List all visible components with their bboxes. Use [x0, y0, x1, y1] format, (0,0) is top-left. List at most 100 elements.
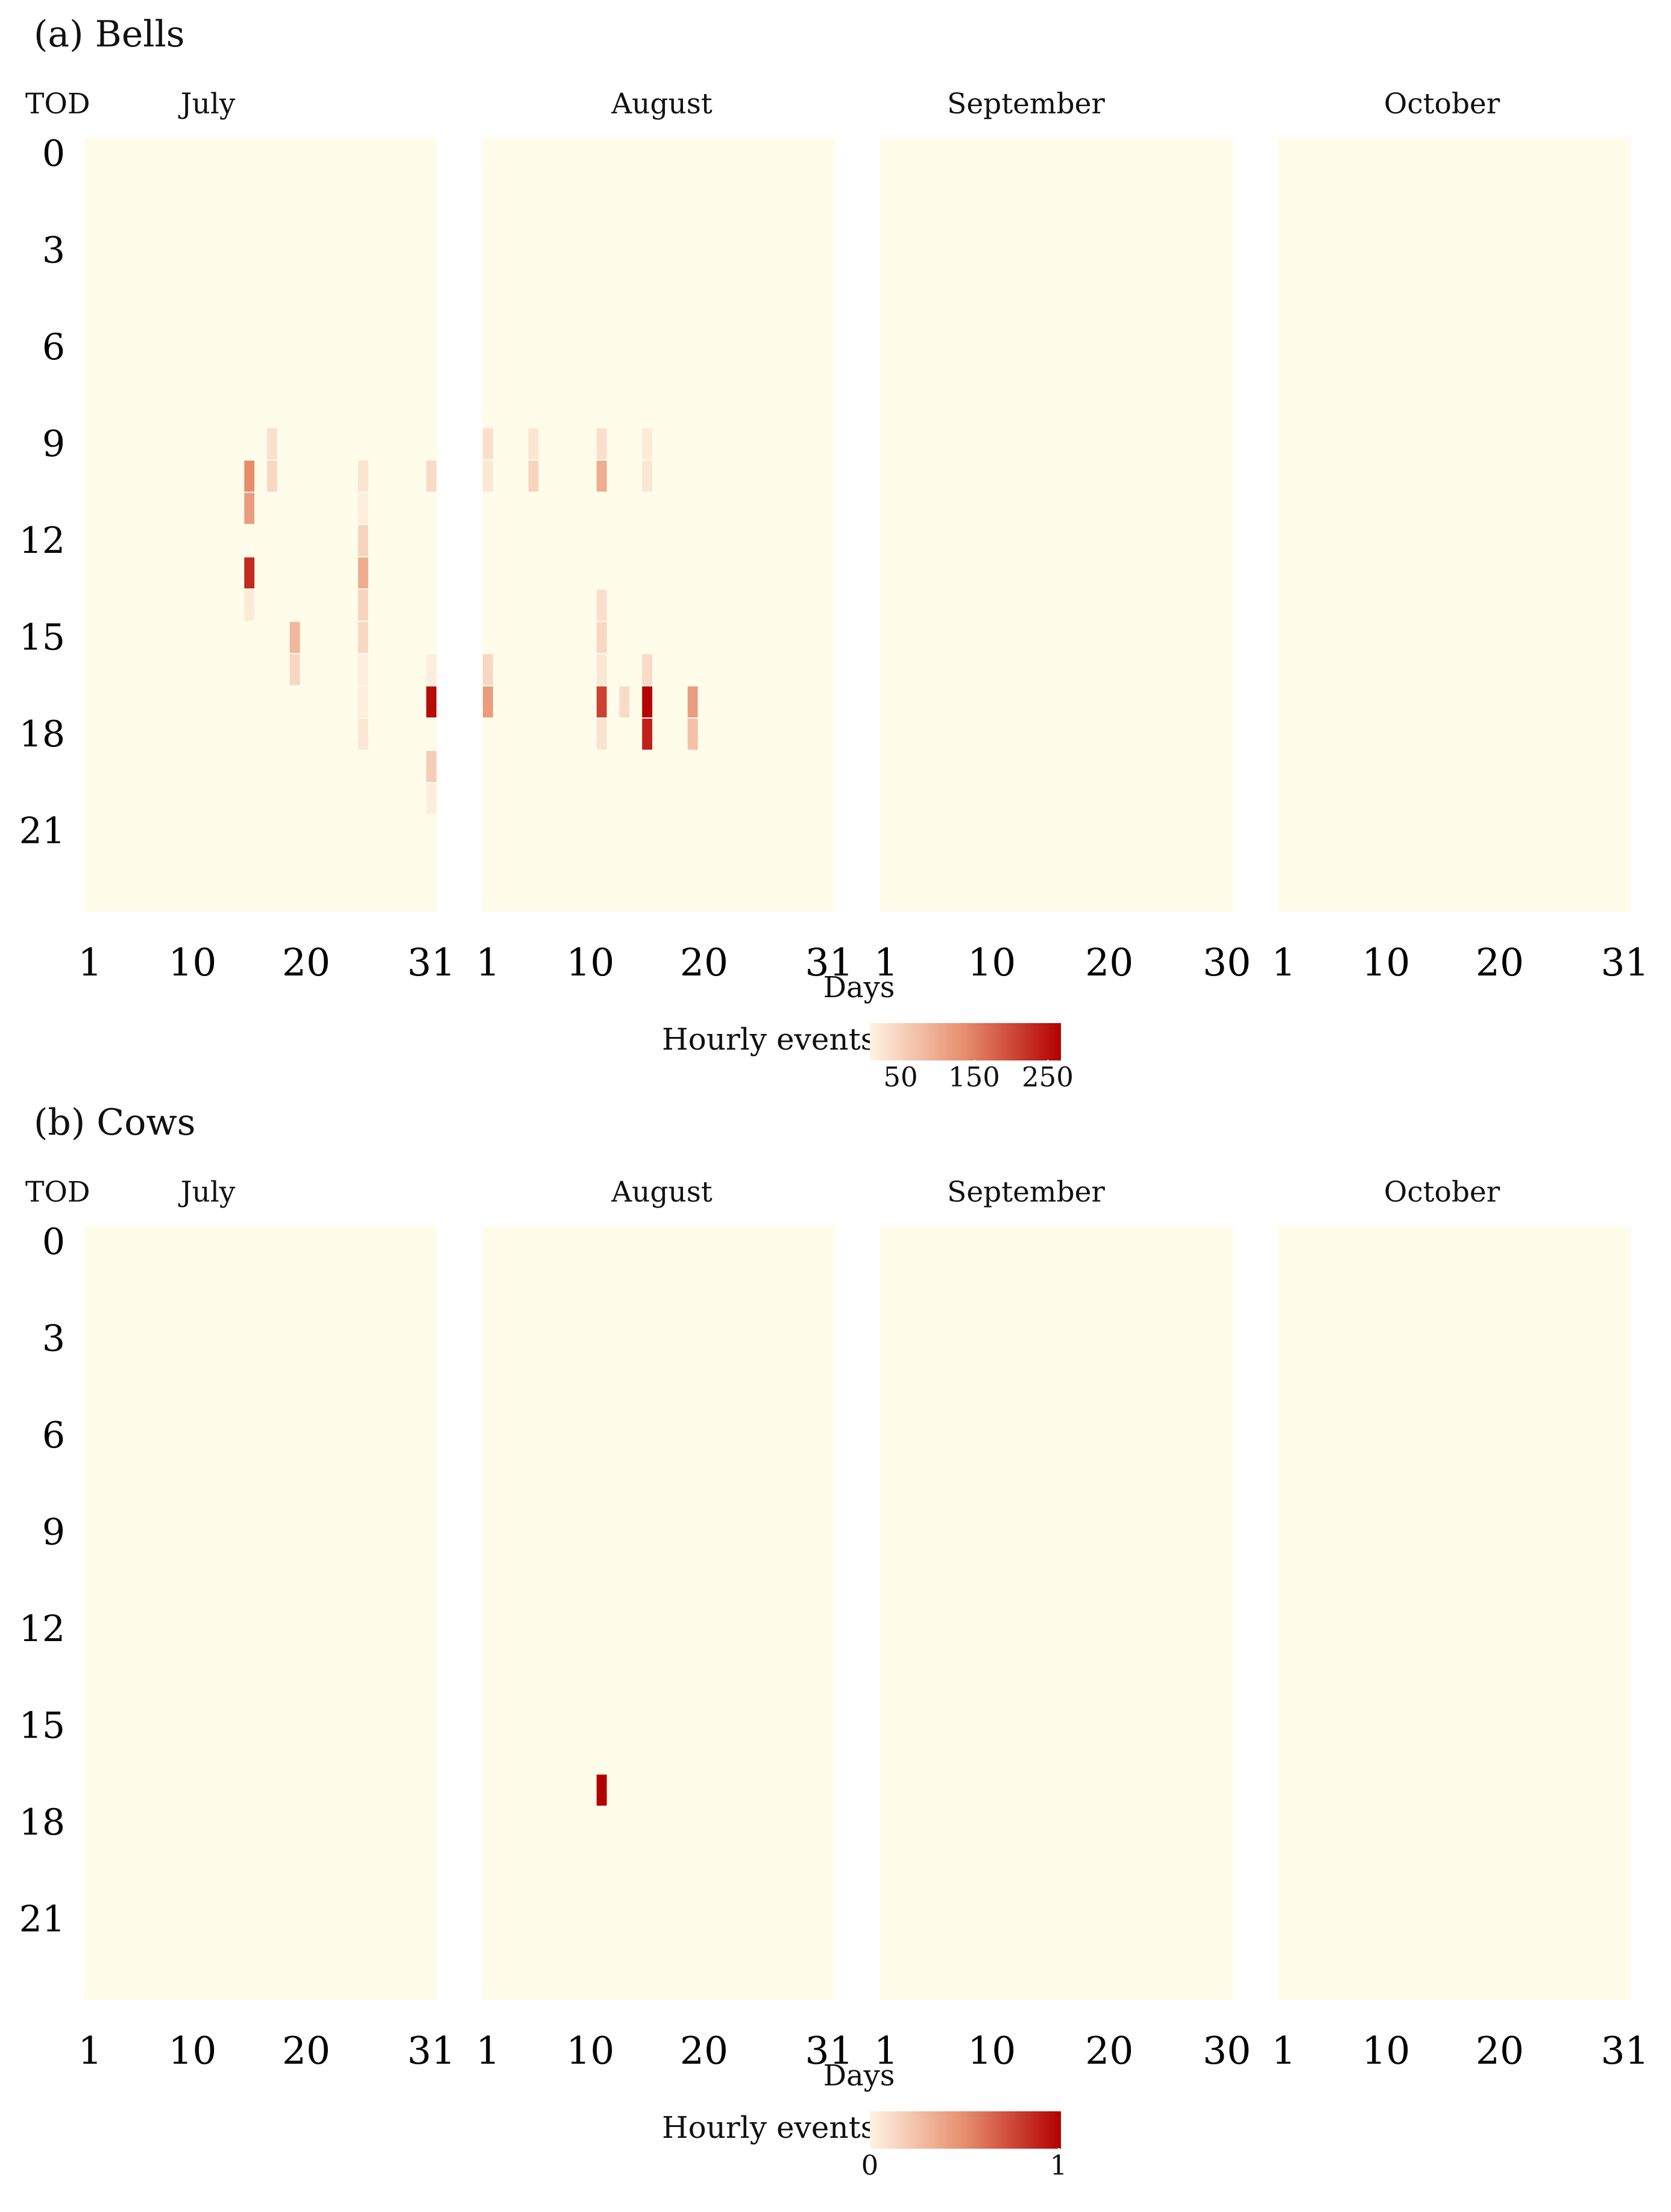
- heatmap-cell: [687, 686, 698, 717]
- heatmap-cell: [426, 654, 436, 685]
- day-tick-label: 30: [1203, 941, 1251, 985]
- month-label-september: September: [947, 1176, 1105, 1209]
- day-tick-label: 10: [566, 941, 614, 985]
- heatmap-cell: [426, 751, 436, 782]
- day-tick-label: 31: [1600, 941, 1649, 985]
- hour-tick-label: 0: [42, 133, 65, 175]
- day-tick-label: 20: [282, 2029, 330, 2073]
- heatmap-cell: [642, 428, 653, 459]
- colorbar: [870, 2111, 1061, 2149]
- heatmap-cell: [483, 461, 493, 492]
- heatmap-cell: [244, 590, 255, 621]
- colorbar-tick: [870, 2148, 872, 2154]
- heatmap-cell: [357, 493, 368, 524]
- heatmap-cell: [357, 686, 368, 717]
- month-block-october: [1278, 137, 1631, 912]
- day-tick-label: 20: [1476, 941, 1524, 985]
- heatmap-cell: [266, 461, 277, 492]
- days-axis-label: Days: [823, 2059, 895, 2093]
- colorbar-tick-label: 1: [1049, 2149, 1068, 2181]
- day-tick-label: 10: [1362, 2029, 1410, 2073]
- colorbar-tick-label: 250: [1022, 1061, 1074, 1093]
- day-tick-label: 20: [680, 2029, 728, 2073]
- heatmap-cell: [357, 590, 368, 621]
- legend-title: Hourly events: [662, 1022, 876, 1057]
- colorbar-tick: [900, 1060, 902, 1066]
- day-tick-label: 10: [1362, 941, 1410, 985]
- day-tick-label: 1: [1271, 2029, 1295, 2073]
- day-tick-label: 10: [168, 941, 216, 985]
- month-label-august: August: [611, 87, 713, 121]
- month-block-october: [1278, 1226, 1631, 2000]
- heatmap-cell: [642, 719, 653, 750]
- panel-cows: (b) Cows TOD July August September Octob…: [0, 1088, 1671, 2181]
- heatmap-cell: [596, 622, 607, 653]
- day-tick-label: 20: [1085, 2029, 1133, 2073]
- hour-tick-label: 18: [19, 1801, 65, 1844]
- day-tick-label: 1: [874, 2029, 898, 2073]
- heatmap-cell: [289, 622, 300, 653]
- hour-tick-label: 6: [42, 326, 65, 368]
- hour-tick-label: 21: [19, 1898, 65, 1940]
- heatmap-cell: [426, 686, 436, 717]
- panel-title: (b) Cows: [34, 1101, 196, 1144]
- hour-tick-label: 12: [19, 1608, 65, 1650]
- heatmap-cell: [357, 654, 368, 685]
- days-axis-label: Days: [823, 971, 895, 1004]
- heatmap-cell: [596, 428, 607, 459]
- heatmap-cell: [528, 428, 539, 459]
- colorbar-tick-label: 50: [883, 1061, 918, 1093]
- tod-axis-label: TOD: [25, 87, 90, 121]
- month-label-august: August: [611, 1176, 713, 1209]
- hour-tick-label: 21: [19, 810, 65, 852]
- day-tick-label: 30: [1203, 2029, 1251, 2073]
- heatmap-cell: [596, 719, 607, 750]
- day-tick-label: 1: [1271, 941, 1295, 985]
- day-tick-label: 31: [805, 941, 853, 985]
- heatmap-cell: [357, 557, 368, 588]
- colorbar-tick: [1058, 2148, 1060, 2154]
- day-tick-label: 31: [1600, 2029, 1649, 2073]
- month-label-july: July: [180, 1176, 236, 1209]
- colorbar-tick: [1047, 1060, 1049, 1066]
- heatmap-cell: [642, 461, 653, 492]
- colorbar-tick-label: 0: [861, 2149, 879, 2181]
- heatmap-cows: 1 10 20 31 1 10 20 31 1 10 20 30 1 10 20 31 0 3 6 9 12 15 18 21: [19, 1221, 1649, 2073]
- month-label-october: October: [1383, 1176, 1500, 1209]
- hour-tick-label: 0: [42, 1221, 65, 1263]
- day-tick-label: 1: [78, 941, 102, 985]
- hour-tick-label: 15: [19, 1704, 65, 1747]
- day-tick-label: 1: [78, 2029, 102, 2073]
- heatmap-cell: [426, 783, 436, 815]
- day-tick-label: 1: [874, 941, 898, 985]
- day-tick-label: 10: [168, 2029, 216, 2073]
- month-block-september: [880, 1226, 1233, 2000]
- heatmap-cell: [483, 428, 493, 459]
- heatmap-cell: [596, 654, 607, 685]
- day-tick-label: 31: [407, 941, 455, 985]
- day-tick-label: 10: [968, 2029, 1016, 2073]
- heatmap-cell: [619, 686, 630, 717]
- heatmap-cell: [483, 654, 493, 685]
- colorbar-tick-label: 150: [948, 1061, 1000, 1093]
- hour-tick-label: 12: [19, 520, 65, 562]
- hour-tick-label: 18: [19, 713, 65, 755]
- panel-title: (a) Bells: [34, 13, 185, 55]
- heatmap-cell: [426, 461, 436, 492]
- month-block-august: [482, 137, 835, 912]
- heatmap-cell: [642, 654, 653, 685]
- heatmap-cell: [642, 686, 653, 717]
- day-tick-label: 20: [1085, 941, 1133, 985]
- day-tick-label: 31: [805, 2029, 853, 2073]
- legend-title: Hourly events: [662, 2110, 876, 2145]
- heatmap-cell: [289, 654, 300, 685]
- month-label-september: September: [947, 87, 1105, 121]
- heatmap-cell: [357, 525, 368, 556]
- day-tick-label: 10: [968, 941, 1016, 985]
- hour-tick-label: 6: [42, 1414, 65, 1457]
- day-tick-label: 20: [1476, 2029, 1524, 2073]
- heatmap-cell: [357, 622, 368, 653]
- heatmap-cell: [596, 686, 607, 717]
- day-tick-label: 10: [566, 2029, 614, 2073]
- panel-bells: (a) Bells TOD July August September Octo…: [0, 0, 1671, 1093]
